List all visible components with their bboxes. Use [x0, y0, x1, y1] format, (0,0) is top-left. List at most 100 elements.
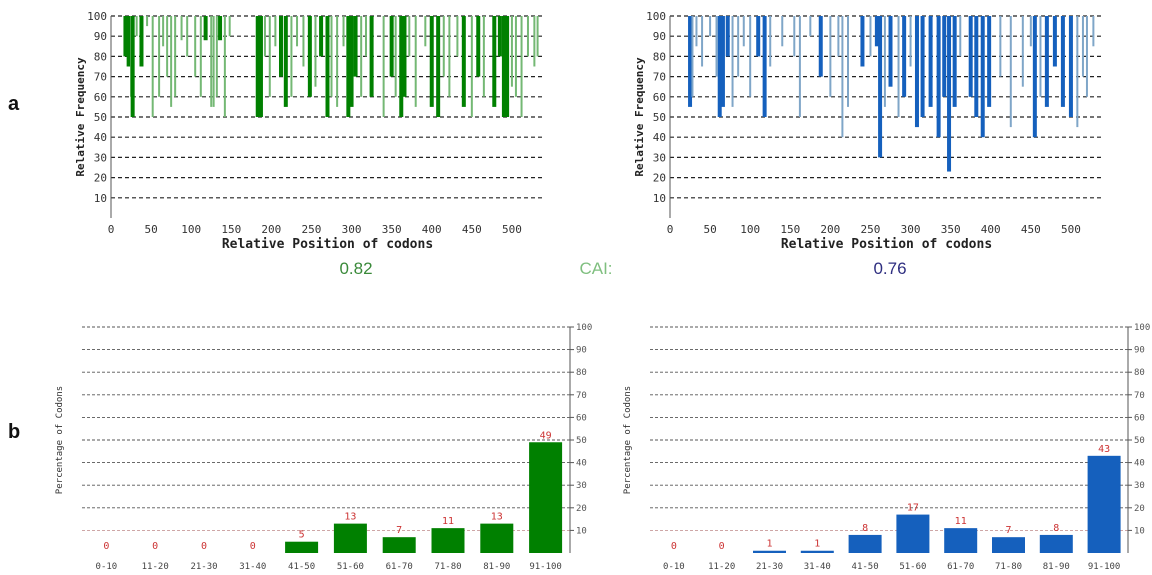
- bar-value-label: 8: [1053, 523, 1059, 534]
- bar-mark: [278, 16, 283, 77]
- y-tick-label: 90: [576, 346, 587, 356]
- bar-mark: [492, 16, 497, 107]
- bar-mark: [829, 16, 832, 97]
- bar-value-label: 0: [250, 541, 256, 552]
- bar-mark: [353, 16, 358, 77]
- bar-mark: [809, 16, 812, 37]
- bar-mark: [174, 16, 177, 97]
- y-tick-label: 20: [1134, 504, 1145, 514]
- x-tick-label: 11-20: [142, 562, 169, 572]
- bar-mark: [436, 16, 441, 117]
- y-tick-label: 90: [94, 30, 107, 43]
- cai-right-value: 0.76: [873, 259, 906, 278]
- x-tick-label: 11-20: [708, 562, 735, 572]
- x-tick-label: 31-40: [804, 562, 831, 572]
- bar-mark: [514, 16, 517, 97]
- bar-mark: [1052, 16, 1057, 67]
- bar-mark: [959, 16, 962, 57]
- chart-a-right: 10 20 30 40 50 60 70 80 90 100 0 50 100 150 200 250 300 3…: [633, 10, 1103, 252]
- x-tick-label: 61-70: [386, 562, 413, 572]
- bar-mark: [980, 16, 985, 138]
- x-tick-label: 50: [703, 223, 716, 236]
- bar-mark: [1009, 16, 1012, 128]
- y-tick-label: 50: [653, 111, 666, 124]
- x-axis-label: Relative Position of codons: [222, 237, 433, 252]
- bar-mark: [135, 16, 138, 37]
- bar-mark: [408, 16, 411, 57]
- x-tick-label: 0-10: [96, 562, 118, 572]
- x-tick-label: 0: [108, 223, 115, 236]
- bar-value-label: 13: [491, 512, 503, 523]
- y-tick-label: 30: [94, 151, 107, 164]
- y-tick-label: 100: [1134, 323, 1150, 333]
- x-tick-label: 71-80: [434, 562, 461, 572]
- bar-mark: [968, 16, 973, 97]
- bar-mark: [749, 16, 752, 97]
- y-tick-label: 20: [653, 172, 666, 185]
- bar-value-label: 0: [671, 541, 677, 552]
- y-tick-label: 10: [94, 192, 107, 205]
- bar-mark: [158, 16, 161, 97]
- bar-mark: [841, 16, 844, 138]
- bar-mark: [369, 16, 374, 97]
- x-tick-label: 250: [302, 223, 322, 236]
- x-tick-label: 300: [901, 223, 921, 236]
- bar: [896, 514, 930, 553]
- bar-value-label: 7: [1005, 525, 1011, 536]
- y-tick-label: 80: [576, 368, 587, 378]
- bar-mark: [952, 16, 957, 107]
- bar-mark: [186, 16, 189, 57]
- bar-mark: [146, 16, 149, 27]
- y-tick-label: 60: [94, 91, 107, 104]
- bar: [333, 523, 367, 553]
- y-tick-label: 100: [576, 323, 592, 333]
- x-tick-label: 91-100: [1088, 562, 1121, 572]
- bar-mark: [263, 16, 266, 57]
- bar-mark: [212, 16, 215, 107]
- bar-mark: [414, 16, 417, 107]
- x-tick-label: 31-40: [239, 562, 266, 572]
- y-tick-label: 60: [576, 413, 587, 423]
- bar-value-label: 5: [299, 530, 305, 541]
- bar-value-label: 0: [152, 541, 158, 552]
- bar-mark: [526, 16, 529, 57]
- bar-mark: [897, 16, 900, 117]
- bar-mark: [218, 16, 223, 41]
- y-tick-label: 10: [653, 192, 666, 205]
- bar-mark: [1039, 16, 1042, 97]
- y-tick-label: 30: [653, 151, 666, 164]
- bar-mark: [330, 16, 333, 97]
- bar-mark: [1044, 16, 1049, 107]
- x-axis-label: Relative Position of codons: [781, 237, 992, 252]
- x-tick-label: 300: [342, 223, 362, 236]
- bar-mark: [448, 16, 451, 97]
- y-tick-label: 70: [94, 71, 107, 84]
- y-axis-label: Percentage of Codons: [55, 386, 65, 494]
- y-tick-label: 60: [653, 91, 666, 104]
- bar-mark: [869, 16, 872, 57]
- bar-mark: [346, 16, 351, 117]
- y-tick-label: 60: [1134, 413, 1145, 423]
- y-tick-label: 30: [576, 481, 587, 491]
- y-tick-label: 70: [576, 391, 587, 401]
- y-tick-label: 90: [1134, 346, 1145, 356]
- bar-mark: [701, 16, 704, 67]
- x-tick-label: 51-60: [899, 562, 926, 572]
- y-tick-label: 80: [653, 50, 666, 63]
- bar-mark: [737, 16, 740, 77]
- bar-mark: [314, 16, 317, 87]
- x-tick-label: 500: [1061, 223, 1081, 236]
- bar: [992, 537, 1025, 553]
- panel-label-b: b: [8, 421, 20, 443]
- y-tick-label: 40: [1134, 459, 1145, 469]
- bar-mark: [769, 16, 772, 67]
- x-tick-label: 450: [462, 223, 482, 236]
- bar: [944, 528, 978, 553]
- bar-mark: [482, 16, 485, 97]
- y-tick-label: 20: [94, 172, 107, 185]
- x-tick-label: 100: [181, 223, 201, 236]
- bar-mark: [1076, 16, 1079, 128]
- cai-left-value: 0.82: [339, 259, 372, 278]
- x-tick-label: 0-10: [663, 562, 685, 572]
- bar-value-label: 11: [955, 516, 967, 527]
